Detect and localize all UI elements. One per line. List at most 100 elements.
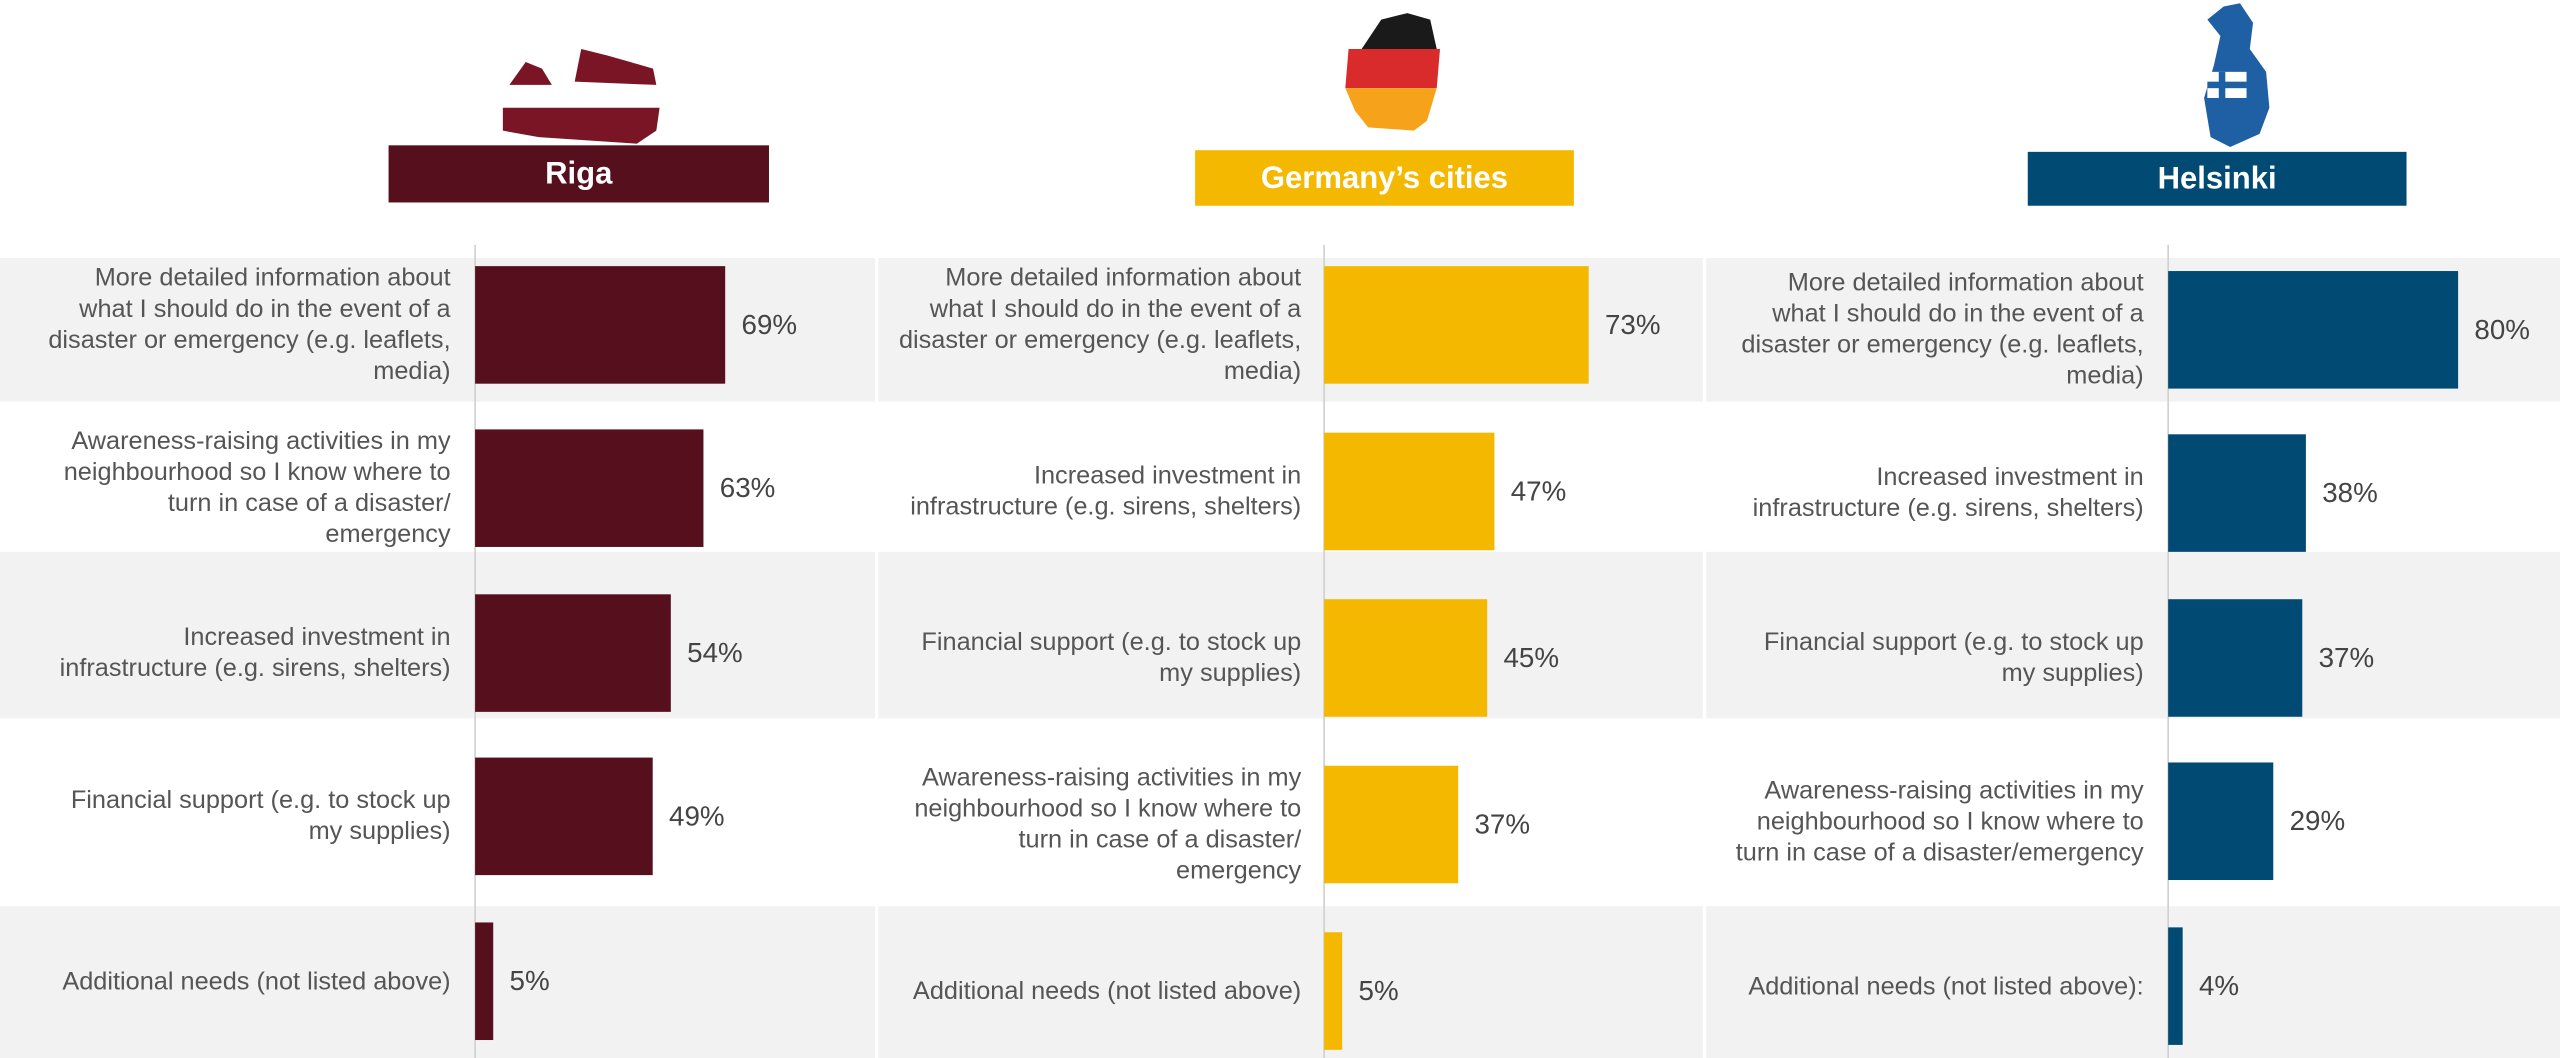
category-label-wrap: Additional needs (not listed above) xyxy=(893,918,1301,1058)
category-label-wrap: Awareness-raising activities in my neigh… xyxy=(42,415,451,562)
map-shape xyxy=(502,107,660,144)
category-label: Additional needs (not listed above): xyxy=(1748,972,2144,1001)
category-label-box: Financial support (e.g. to stock up my s… xyxy=(893,585,1301,732)
value-label: 45% xyxy=(1504,642,1560,673)
category-label-box: More detailed information about what I s… xyxy=(1736,256,2144,403)
value-label: 5% xyxy=(510,965,550,996)
chart-title: Germany’s cities xyxy=(1261,160,1508,195)
bar xyxy=(1324,599,1488,717)
category-label-box: Increased investment in infrastructure (… xyxy=(893,418,1301,565)
panel-gap xyxy=(875,244,879,1058)
value-label: 80% xyxy=(2474,314,2530,345)
category-label: Financial support (e.g. to stock up my s… xyxy=(921,628,1302,688)
chart-title: Riga xyxy=(545,156,613,191)
finland-icon xyxy=(2204,3,2270,147)
category-label-box: More detailed information about what I s… xyxy=(893,251,1301,398)
category-label-wrap: Increased investment in infrastructure (… xyxy=(42,580,451,727)
map-stripe xyxy=(502,89,660,103)
bar xyxy=(475,594,671,712)
bar xyxy=(2168,927,2183,1045)
category-label-wrap: Additional needs (not listed above) xyxy=(42,908,450,1055)
latvia-icon xyxy=(502,49,660,144)
title-box xyxy=(388,145,769,203)
value-label: 5% xyxy=(1359,975,1399,1006)
category-label-wrap: Additional needs (not listed above): xyxy=(1736,913,2144,1058)
category-label-box: Awareness-raising activities in my neigh… xyxy=(1736,748,2144,895)
category-label: Awareness-raising activities in my neigh… xyxy=(63,427,451,549)
value-label: 73% xyxy=(1605,309,1661,340)
panel-gap xyxy=(1702,244,1707,1058)
category-label-box: Financial support (e.g. to stock up my s… xyxy=(1736,585,2144,732)
title-box xyxy=(2027,151,2407,206)
category-label-wrap: Increased investment in infrastructure (… xyxy=(1736,420,2144,567)
chart-title: Helsinki xyxy=(2158,161,2277,196)
category-label-wrap: Financial support (e.g. to stock up my s… xyxy=(1736,585,2144,732)
bar xyxy=(1324,765,1459,884)
category-label: More detailed information about what I s… xyxy=(48,264,451,386)
row-band xyxy=(0,551,2560,719)
map-stripe xyxy=(1345,88,1437,131)
category-label: Awareness-raising activities in my neigh… xyxy=(914,764,1302,885)
category-label-box: Additional needs (not listed above) xyxy=(42,908,450,1055)
category-label-box: Financial support (e.g. to stock up my s… xyxy=(42,743,451,890)
map-shape xyxy=(574,49,657,85)
category-label: Awareness-raising activities in my neigh… xyxy=(1735,776,2144,867)
category-label: Additional needs (not listed above) xyxy=(912,977,1302,1005)
bar xyxy=(2168,599,2303,717)
category-label: More detailed information about what I s… xyxy=(898,264,1302,386)
category-label-box: Increased investment in infrastructure (… xyxy=(1736,420,2144,567)
category-label: Increased investment in infrastructure (… xyxy=(1752,463,2144,523)
bar xyxy=(2168,434,2306,552)
row-band xyxy=(0,906,2560,1058)
bar xyxy=(1324,432,1495,551)
category-label-wrap: More detailed information about what I s… xyxy=(1736,256,2144,403)
row-bands xyxy=(0,244,2560,1058)
bar xyxy=(475,429,704,547)
category-label-wrap: More detailed information about what I s… xyxy=(42,251,450,398)
category-label-wrap: Increased investment in infrastructure (… xyxy=(893,418,1301,565)
value-label: 37% xyxy=(1475,808,1531,839)
category-label-box: Increased investment in infrastructure (… xyxy=(42,580,451,727)
value-label: 49% xyxy=(669,800,725,831)
bar xyxy=(2168,271,2459,389)
title-box xyxy=(1195,150,1574,206)
category-label-wrap: Awareness-raising activities in my neigh… xyxy=(1736,748,2144,895)
category-label-wrap: More detailed information about what I s… xyxy=(893,251,1301,398)
category-label: More detailed information about what I s… xyxy=(1741,269,2144,391)
map-stripe xyxy=(1361,13,1437,49)
value-label: 54% xyxy=(687,637,743,668)
bar xyxy=(2168,762,2274,881)
value-label: 29% xyxy=(2290,805,2346,836)
category-label: Increased investment in infrastructure (… xyxy=(910,462,1302,521)
category-label-box: Additional needs (not listed above): xyxy=(1736,913,2144,1058)
value-label: 63% xyxy=(720,472,776,503)
category-label: Increased investment in infrastructure (… xyxy=(59,623,451,683)
value-label: 4% xyxy=(2199,970,2239,1001)
category-label-wrap: Awareness-raising activities in my neigh… xyxy=(893,751,1301,898)
category-label-box: More detailed information about what I s… xyxy=(42,251,450,398)
bar xyxy=(475,266,726,384)
value-label: 47% xyxy=(1511,475,1567,506)
bar xyxy=(475,757,653,876)
bar xyxy=(1324,266,1589,384)
value-label: 38% xyxy=(2322,477,2378,508)
row-band xyxy=(0,257,2560,402)
category-label: Financial support (e.g. to stock up my s… xyxy=(70,786,451,846)
category-label-wrap: Financial support (e.g. to stock up my s… xyxy=(42,743,451,890)
flag-cross xyxy=(2207,81,2247,89)
category-label-box: Additional needs (not listed above) xyxy=(893,918,1301,1058)
map-stripe xyxy=(1345,49,1440,89)
map-shape xyxy=(509,62,552,85)
category-label: Additional needs (not listed above) xyxy=(62,967,451,996)
value-label: 37% xyxy=(2319,642,2375,673)
bar xyxy=(1324,932,1343,1050)
category-label-box: Awareness-raising activities in my neigh… xyxy=(42,415,451,562)
category-label-wrap: Financial support (e.g. to stock up my s… xyxy=(893,585,1301,732)
bar xyxy=(475,922,494,1041)
value-label: 69% xyxy=(742,309,798,340)
germany-icon xyxy=(1345,13,1440,131)
category-label-box: Awareness-raising activities in my neigh… xyxy=(893,751,1301,898)
category-label: Financial support (e.g. to stock up my s… xyxy=(1763,628,2144,688)
